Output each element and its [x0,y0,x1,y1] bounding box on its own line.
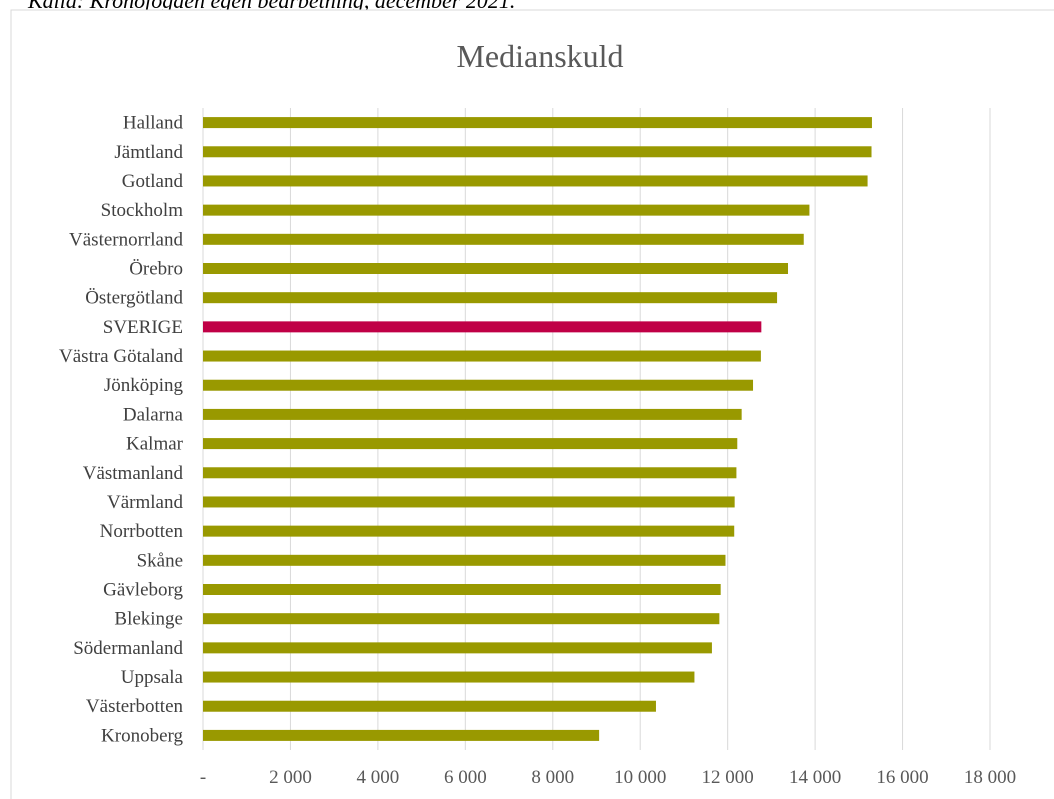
x-tick-label: 8 000 [531,767,574,788]
bar [203,408,742,420]
category-label: Stockholm [101,200,184,221]
x-tick-labels: - 2 000 4 000 6 000 8 000 10 000 12 000 14 000 1… [200,767,1016,788]
bar [203,467,737,479]
category-label: Södermanland [73,638,183,659]
bar [203,233,804,245]
bar [203,700,656,712]
category-label: Örebro [129,259,183,280]
x-tick-label: 4 000 [357,767,400,788]
category-label: Uppsala [121,667,184,688]
bar [203,729,600,741]
bar [203,525,735,537]
category-label: SVERIGE [103,317,183,338]
chart-title: Medianskuld [456,38,623,74]
category-label: Norrbotten [100,521,184,542]
x-tick-label: 10 000 [614,767,666,788]
category-label: Västernorrland [69,229,183,250]
bar [203,379,754,391]
bar [203,350,761,362]
bar [203,584,721,595]
category-label: Skåne [137,550,183,571]
bar [203,642,712,654]
bar [203,496,735,508]
x-tick-label: 12 000 [702,767,754,788]
chart-area [10,9,1054,799]
x-tick-label: 18 000 [964,767,1016,788]
bar [203,117,872,129]
bar [203,554,726,566]
bar [203,204,810,216]
category-label: Gävleborg [103,580,183,601]
bar [203,146,872,158]
x-tick-label: 16 000 [876,767,928,788]
x-tick-label: - [200,767,206,788]
category-label: Kalmar [126,434,184,455]
category-label: Jämtland [114,142,183,163]
bar [203,671,695,683]
category-label: Östergötland [85,288,183,309]
x-tick-label: 14 000 [789,767,841,788]
bar [203,175,868,187]
bar [203,263,789,274]
x-tick-label: 2 000 [269,767,312,788]
bar [203,613,720,625]
category-label: Värmland [107,492,183,513]
bar [203,438,738,450]
category-label: Västerbotten [86,696,184,717]
category-label: Västra Götaland [59,346,183,367]
category-label: Västmanland [83,463,184,484]
bars [203,117,872,741]
bar [203,321,762,333]
category-label: Jönköping [104,375,184,396]
x-tick-label: 6 000 [444,767,487,788]
category-label: Dalarna [123,404,184,425]
category-label: Halland [123,113,184,134]
bar [203,292,778,304]
category-label: Kronoberg [101,725,183,746]
category-label: Blekinge [114,609,183,630]
category-label: Gotland [122,171,184,192]
category-labels: Halland Jämtland Gotland Stockholm Västernor… [59,113,184,747]
